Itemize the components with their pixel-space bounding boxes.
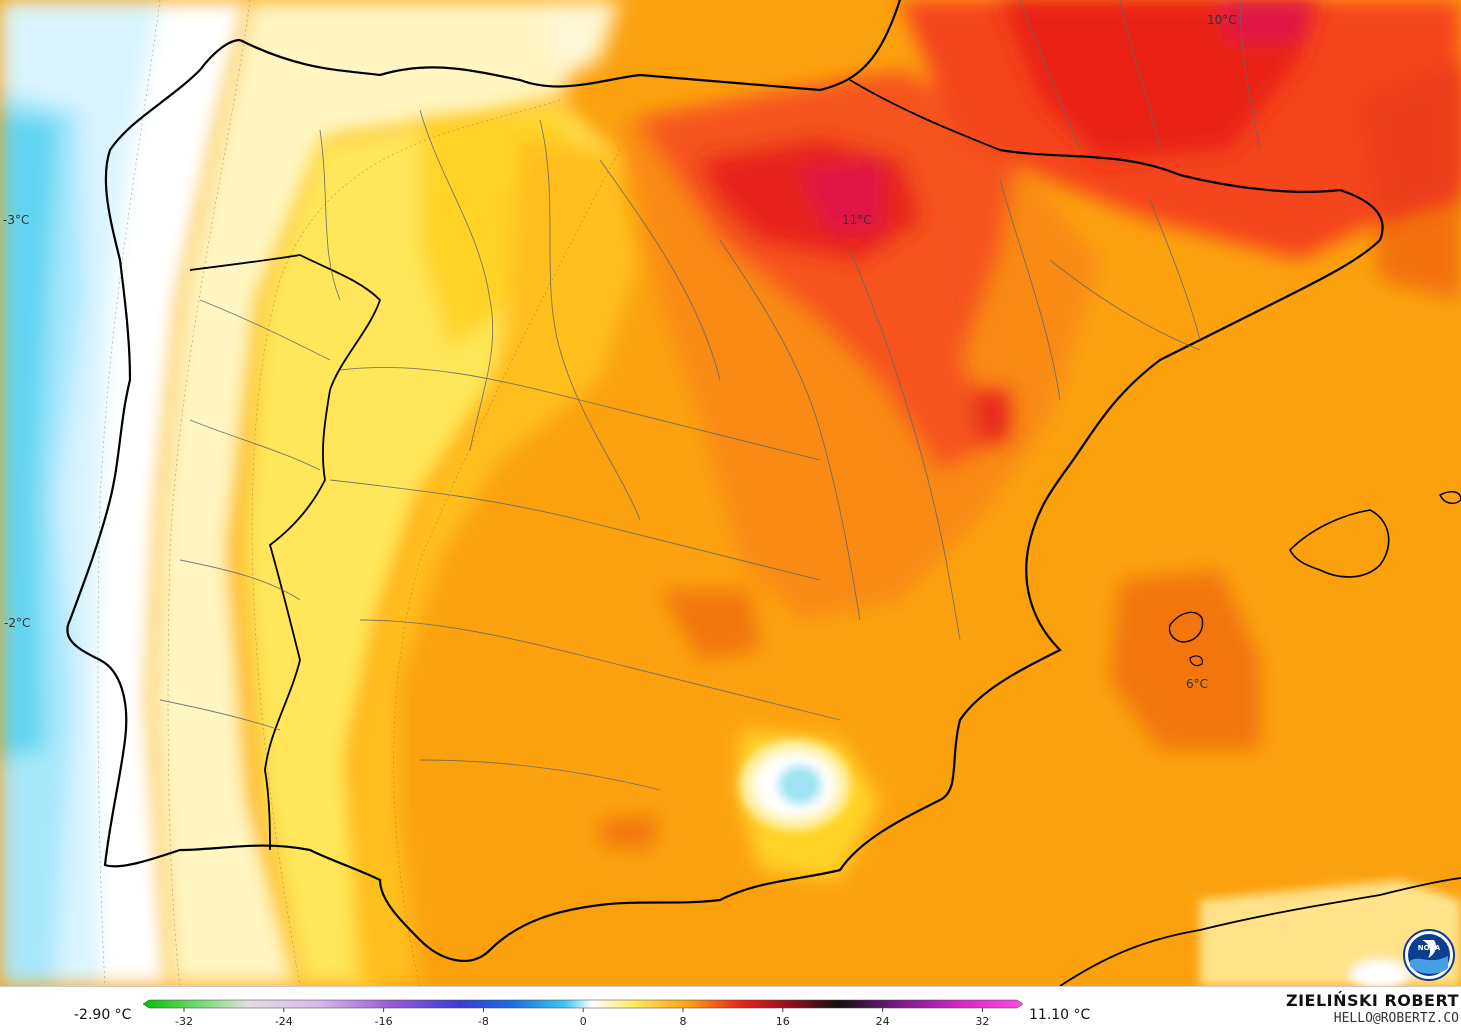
colorbar-tick-label: 16 xyxy=(776,1015,790,1028)
noaa-logo-icon: NOAA xyxy=(1403,929,1455,981)
ibiza-island xyxy=(1168,611,1204,643)
colorbar-ticks: -32 -24 -16 -8 0 8 16 24 32 xyxy=(175,1008,989,1028)
legend-min-value: -2.90 °C xyxy=(74,1007,132,1023)
colorbar-tick-label: 8 xyxy=(680,1015,687,1028)
gold-zone xyxy=(350,140,640,986)
temperature-map: 10°C 11°C -3°C -2°C 6°C NOAA xyxy=(0,0,1461,986)
colorbar: -32 -24 -16 -8 0 8 16 24 32 xyxy=(143,999,1024,1028)
credit-author: ZIELIŃSKI ROBERT xyxy=(1285,991,1459,1010)
colorbar-tick-label: -24 xyxy=(275,1015,293,1028)
menorca-island xyxy=(1439,491,1461,504)
pyrenees-border xyxy=(849,79,1001,151)
colorbar-tick-label: 24 xyxy=(876,1015,890,1028)
sierra-nevada-cold-spot xyxy=(740,740,850,830)
mallorca-island xyxy=(1289,509,1390,578)
province-boundaries xyxy=(159,0,1261,791)
noaa-logo-text: NOAA xyxy=(1418,944,1441,952)
legend-max-value: 11.10 °C xyxy=(1029,1007,1091,1023)
label-balearic: 6°C xyxy=(1186,677,1208,691)
pale-yellow-zone xyxy=(150,0,620,986)
colorbar-tick-label: 0 xyxy=(580,1015,587,1028)
map-canvas: 10°C 11°C -3°C -2°C 6°C xyxy=(0,0,1461,986)
colorbar-gradient xyxy=(143,999,1024,1009)
north-africa-coast xyxy=(1059,877,1461,986)
legend-bar: -2.90 °C -3 xyxy=(0,986,1461,1036)
atlantic-cold-zone xyxy=(0,0,250,986)
colorbar-tick-label: -16 xyxy=(375,1015,393,1028)
formentera-island xyxy=(1189,655,1203,667)
credit-email: HELLO@ROBERTZ.CO xyxy=(1333,1011,1459,1026)
isolines xyxy=(97,0,1001,986)
label-atlantic-north: -3°C xyxy=(3,213,29,227)
hot-core-zone xyxy=(700,0,1461,260)
colorbar-tick-label: 32 xyxy=(975,1015,989,1028)
colorbar-tick-label: -32 xyxy=(175,1015,193,1028)
label-max-north: 10°C xyxy=(1207,13,1237,27)
label-atlantic-south: -2°C xyxy=(4,616,30,630)
colorbar-tick-label: -8 xyxy=(478,1015,489,1028)
label-max-ebro: 11°C xyxy=(842,213,872,227)
southeast-corner-zone xyxy=(1200,880,1461,986)
portugal-border xyxy=(189,254,382,851)
iberia-coastline xyxy=(66,0,1384,962)
